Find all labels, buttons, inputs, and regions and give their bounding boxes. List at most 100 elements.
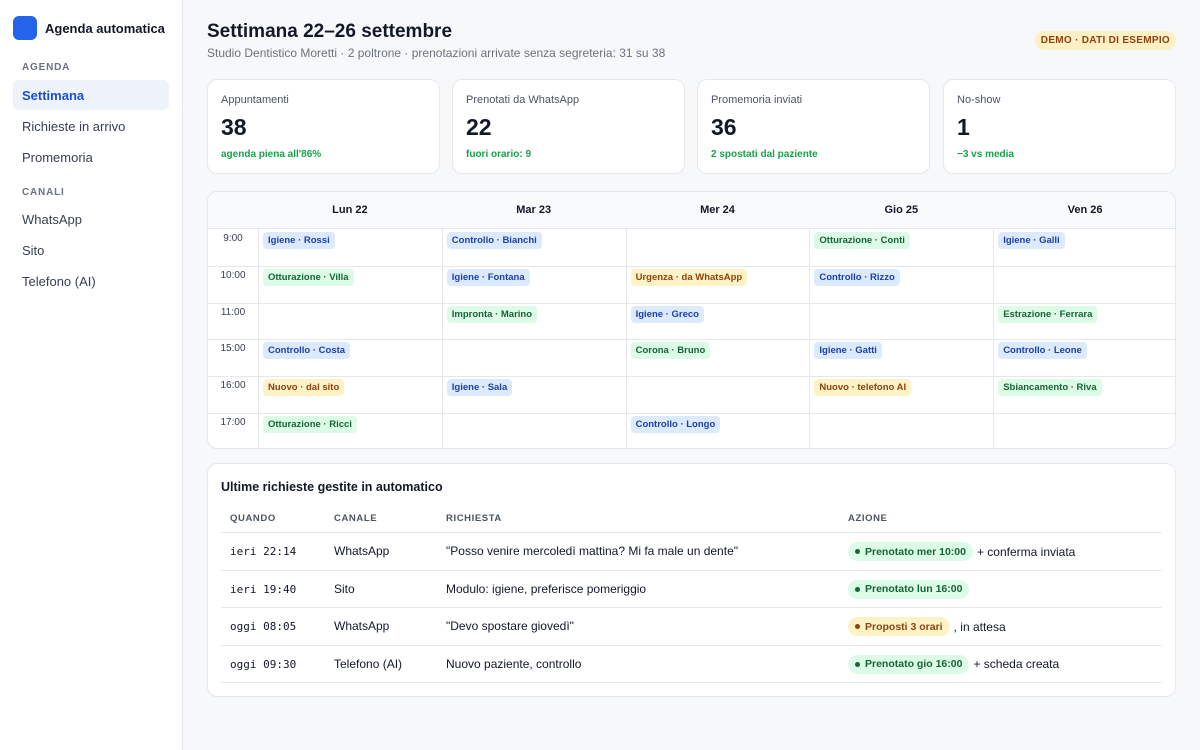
request-channel: WhatsApp <box>334 544 390 558</box>
stat-card-promemoria: Promemoria inviati 36 2 spostati dal paz… <box>697 79 930 174</box>
status-dot-icon <box>855 549 860 554</box>
app-logo-icon <box>13 16 37 40</box>
calendar-column-divider <box>441 192 443 448</box>
appointment-chip[interactable]: Igiene · Gatti <box>814 342 882 360</box>
column-header-canale: CANALE <box>334 513 378 524</box>
status-badge-label: Prenotato lun 16:00 <box>865 583 963 595</box>
table-divider <box>221 682 1162 683</box>
appointment-chip[interactable]: Igiene · Greco <box>630 305 704 323</box>
calendar-column-divider <box>625 192 627 448</box>
stat-label: Promemoria inviati <box>711 94 803 106</box>
table-divider <box>221 607 1162 608</box>
sidebar-item-whatsapp[interactable]: WhatsApp <box>22 211 82 227</box>
appointment-chip[interactable]: Igiene · Fontana <box>446 268 530 286</box>
action-suffix: , in attesa <box>953 619 1006 634</box>
stat-label: No-show <box>957 94 1001 106</box>
page-title: Settimana 22–26 settembre <box>207 21 453 42</box>
appointment-chip[interactable]: Otturazione · Conti <box>814 232 910 249</box>
appointment-chip[interactable]: Urgenza · da WhatsApp <box>630 268 748 286</box>
request-text: "Posso venire mercoledì mattina? Mi fa m… <box>446 544 738 558</box>
request-action: Prenotato gio 16:00 + scheda creata <box>848 654 1060 674</box>
request-action: Proposti 3 orari , in attesa <box>848 617 1006 636</box>
request-channel: Telefono (AI) <box>334 656 403 671</box>
sidebar-item-promemoria[interactable]: Promemoria <box>22 149 93 165</box>
calendar-row-divider <box>208 265 1175 267</box>
request-action: Prenotato mer 10:00 + conferma inviata <box>848 542 1075 561</box>
stat-value: 38 <box>221 114 247 140</box>
request-text: "Devo spostare giovedì" <box>446 619 574 633</box>
appointment-chip[interactable]: Otturazione · Ricci <box>263 416 357 433</box>
appointment-chip[interactable]: Controllo · Rizzo <box>814 268 900 286</box>
sidebar-item-settimana[interactable]: Settimana <box>13 80 169 110</box>
brand[interactable]: Agenda automatica <box>13 16 165 40</box>
stat-label: Appuntamenti <box>221 94 289 106</box>
demo-badge: DEMO · DATI DI ESEMPIO <box>1034 31 1176 50</box>
calendar-time-label: 16:00 <box>220 380 246 392</box>
calendar-day-header: Mer 24 <box>625 192 810 229</box>
appointment-chip[interactable]: Controllo · Costa <box>263 342 351 360</box>
appointment-chip[interactable]: Controllo · Leone <box>998 342 1087 360</box>
sidebar: Agenda automatica AGENDA Settimana Richi… <box>0 0 183 750</box>
appointment-chip[interactable]: Igiene · Sala <box>446 379 513 397</box>
appointment-chip[interactable]: Igiene · Galli <box>998 232 1065 249</box>
stat-value: 22 <box>466 114 492 140</box>
table-divider <box>221 532 1162 533</box>
calendar-row-divider <box>208 413 1175 414</box>
stat-note: fuori orario: 9 <box>466 149 532 160</box>
appointment-chip[interactable]: Igiene · Rossi <box>263 232 335 249</box>
status-badge-label: Prenotato gio 16:00 <box>865 658 963 670</box>
appointment-chip[interactable]: Impronta · Marino <box>446 305 538 323</box>
stat-card-no-show: No-show 1 −3 vs media <box>943 79 1176 174</box>
calendar-column-divider <box>993 192 995 448</box>
requests-panel: Ultime richieste gestite in automatico Q… <box>207 463 1176 697</box>
status-dot-icon <box>855 586 860 592</box>
request-channel: WhatsApp <box>334 619 390 633</box>
status-badge-label: Prenotato mer 10:00 <box>865 545 966 558</box>
sidebar-item-telefono[interactable]: Telefono (AI) <box>22 273 96 289</box>
appointment-chip[interactable]: Controllo · Bianchi <box>446 232 542 249</box>
calendar-day-header: Lun 22 <box>258 192 442 229</box>
status-dot-icon <box>855 661 860 667</box>
stat-value: 1 <box>957 114 970 140</box>
nav-section-canali: CANALI <box>22 187 65 198</box>
request-when: ieri 22:14 <box>230 545 297 558</box>
status-badge[interactable]: Proposti 3 orari <box>848 617 950 636</box>
appointment-chip[interactable]: Sbiancamento · Riva <box>998 379 1102 397</box>
request-channel: Sito <box>334 581 355 596</box>
column-header-richiesta: RICHIESTA <box>446 513 502 524</box>
request-text: Nuovo paziente, controllo <box>446 656 582 671</box>
calendar-day-header: Mar 23 <box>441 192 626 229</box>
appointment-chip[interactable]: Nuovo · dal sito <box>263 379 345 397</box>
column-header-azione: AZIONE <box>848 513 888 524</box>
request-text: Modulo: igiene, preferisce pomeriggio <box>446 581 647 596</box>
appointment-chip[interactable]: Nuovo · telefono AI <box>814 379 912 397</box>
calendar-column-divider <box>809 192 811 448</box>
appointment-chip[interactable]: Estrazione · Ferrara <box>998 305 1098 323</box>
calendar-time-label: 15:00 <box>220 343 246 355</box>
calendar-time-label: 10:00 <box>220 269 246 281</box>
request-when: oggi 08:05 <box>230 620 297 633</box>
request-when: ieri 19:40 <box>230 582 297 596</box>
appointment-chip[interactable]: Otturazione · Villa <box>263 268 354 286</box>
table-divider <box>221 644 1162 646</box>
sidebar-item-richieste[interactable]: Richieste in arrivo <box>22 118 126 134</box>
appointment-chip[interactable]: Controllo · Longo <box>630 416 721 433</box>
stat-note: −3 vs media <box>957 149 1014 160</box>
status-badge[interactable]: Prenotato lun 16:00 <box>848 579 970 599</box>
calendar-time-label: 11:00 <box>220 306 246 318</box>
stat-card-appuntamenti: Appuntamenti 38 agenda piena all'86% <box>207 79 440 174</box>
status-badge-label: Proposti 3 orari <box>865 620 943 633</box>
page-subtitle: Studio Dentistico Moretti · 2 poltrone ·… <box>207 46 666 60</box>
status-badge[interactable]: Prenotato mer 10:00 <box>848 542 973 561</box>
calendar-day-header: Gio 25 <box>809 192 994 229</box>
action-suffix: + scheda creata <box>973 657 1060 671</box>
table-divider <box>221 569 1162 571</box>
sidebar-item-sito[interactable]: Sito <box>22 242 45 258</box>
action-suffix: + conferma inviata <box>976 544 1076 559</box>
calendar-corner <box>208 192 258 229</box>
stat-label: Prenotati da WhatsApp <box>466 94 580 106</box>
stat-card-whatsapp: Prenotati da WhatsApp 22 fuori orario: 9 <box>452 79 685 174</box>
status-badge[interactable]: Prenotato gio 16:00 <box>848 654 970 674</box>
calendar-column-divider <box>258 192 259 448</box>
appointment-chip[interactable]: Corona · Bruno <box>630 342 711 360</box>
